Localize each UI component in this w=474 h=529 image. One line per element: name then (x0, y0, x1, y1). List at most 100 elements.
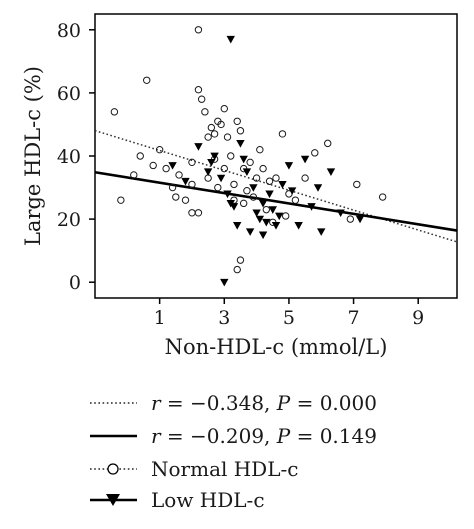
normal-hdl-point (214, 183, 222, 192)
legend-normal-text: Normal HDL-c (151, 457, 298, 481)
legend-solid-text: r = −0.209, P = 0.149 (151, 424, 377, 448)
y-axis-title: Large HDL-c (%) (21, 66, 45, 246)
normal-hdl-point (220, 164, 228, 173)
legend-p-label: P (276, 424, 291, 448)
normal-hdl-point (239, 199, 248, 208)
x-tick-label: 1 (154, 307, 166, 329)
normal-hdl-point (272, 174, 280, 182)
normal-hdl-point (130, 171, 138, 179)
low-hdl-point (223, 190, 232, 199)
normal-hdl-point (256, 145, 264, 154)
normal-hdl-point (301, 174, 309, 182)
low-hdl-point (239, 155, 248, 164)
low-hdl-point (249, 184, 258, 192)
normal-hdl-point (201, 108, 209, 116)
normal-hdl-point (217, 120, 225, 129)
normal-hdl-point (353, 180, 361, 189)
x-tick-label: 7 (348, 307, 360, 329)
y-tick-label: 40 (57, 146, 81, 168)
low-hdl-point (245, 228, 255, 236)
normal-hdl-point (223, 133, 232, 141)
low-hdl-point (236, 140, 245, 148)
normal-hdl-point (197, 95, 206, 103)
low-hdl-point (233, 222, 242, 230)
normal-hdl-point (143, 76, 151, 84)
normal-hdl-point (233, 117, 241, 125)
low-hdl-point (271, 222, 281, 230)
legend-p-label: P (276, 391, 291, 415)
low-hdl-point (284, 162, 294, 170)
low-hdl-point (203, 168, 213, 176)
x-tick-label: 3 (218, 307, 230, 329)
low-hdl-point (216, 174, 226, 183)
legend-normal-marker (107, 463, 119, 475)
normal-hdl-point (230, 180, 238, 189)
normal-hdl-point (162, 164, 170, 173)
low-hdl-point (258, 199, 268, 208)
low-hdl-point (326, 168, 336, 176)
normal-hdl-point (346, 215, 355, 223)
y-tick-label: 60 (57, 83, 81, 105)
normal-hdl-point (252, 174, 261, 182)
low-hdl-point (275, 212, 284, 221)
normal-hdl-point (175, 171, 183, 179)
solid-regression-line (94, 170, 458, 232)
legend: r = −0.348, P = 0.000 r = −0.209, P = 0.… (90, 391, 377, 512)
legend-low-text: Low HDL-c (151, 488, 265, 512)
low-hdl-point (210, 152, 219, 161)
normal-hdl-point (278, 130, 287, 138)
legend-r-label: r (151, 424, 162, 448)
y-axis-ticks: 0 20 40 60 80 (57, 20, 95, 294)
normal-hdl-point (117, 196, 125, 204)
low-hdl-point (226, 199, 235, 208)
normal-hdl-point (246, 158, 254, 167)
normal-hdl-point (249, 193, 258, 201)
low-hdl-point (226, 35, 235, 44)
normal-hdl-point (291, 196, 300, 204)
normal-hdl-point (155, 145, 164, 154)
normal-hdl-point (204, 133, 212, 141)
data-points (110, 26, 387, 287)
low-hdl-point (262, 218, 271, 227)
normal-hdl-point (220, 104, 228, 113)
x-tick-label: 9 (412, 307, 424, 329)
normal-hdl-point (188, 209, 196, 217)
low-hdl-point (258, 231, 268, 240)
low-hdl-point (265, 190, 274, 199)
normal-hdl-point (236, 256, 245, 264)
x-axis-ticks: 1 3 5 7 9 (154, 298, 424, 329)
legend-low-marker (106, 494, 120, 506)
normal-hdl-point (236, 127, 245, 135)
normal-hdl-point (311, 149, 319, 157)
normal-hdl-point (227, 152, 235, 160)
legend-p-value: = 0.149 (290, 424, 377, 448)
low-hdl-point (242, 168, 252, 176)
normal-hdl-point (172, 193, 180, 201)
normal-hdl-point (136, 152, 144, 160)
low-hdl-point (300, 155, 310, 164)
normal-hdl-point (265, 177, 274, 185)
normal-hdl-point (194, 86, 203, 94)
low-hdl-point (181, 177, 190, 186)
plot-frame (94, 13, 458, 299)
low-hdl-point (336, 209, 345, 217)
low-hdl-point (255, 215, 265, 224)
legend-dotted-text: r = −0.348, P = 0.000 (151, 391, 377, 415)
low-hdl-point (268, 206, 277, 214)
dotted-regression-line (94, 129, 458, 243)
normal-hdl-point (324, 139, 332, 148)
normal-hdl-point (194, 209, 203, 217)
normal-hdl-point (168, 183, 177, 192)
low-hdl-point (252, 209, 261, 217)
low-hdl-point (294, 222, 303, 230)
low-hdl-point (220, 278, 229, 287)
legend-r-value: = −0.348, (161, 391, 277, 415)
normal-hdl-point (262, 205, 271, 214)
normal-hdl-point (259, 164, 267, 173)
low-hdl-point (355, 215, 365, 224)
y-tick-label: 0 (69, 272, 81, 294)
normal-hdl-point (188, 158, 196, 167)
low-hdl-point (287, 187, 297, 195)
normal-hdl-point (207, 123, 216, 132)
